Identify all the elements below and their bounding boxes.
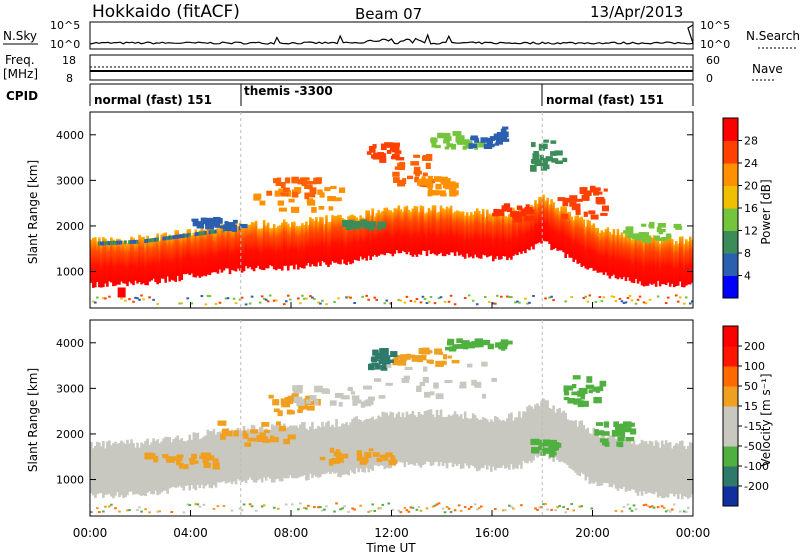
freq-unit: [MHz] bbox=[3, 67, 38, 81]
nsky-tick-top: 10^5 bbox=[50, 19, 80, 32]
velocity-ylabel: Slant Range [km] bbox=[26, 368, 40, 472]
velocity-colorbar-tick-label-1: 100 bbox=[744, 360, 765, 373]
date-title: 13/Apr/2013 bbox=[590, 3, 683, 21]
freq-label: Freq. bbox=[5, 53, 35, 67]
cpid-segment-1: normal (fast) 151 bbox=[94, 93, 212, 107]
power-ytick-label-1: 3000 bbox=[56, 174, 84, 187]
velocity-ytick-label-2: 2000 bbox=[56, 428, 84, 441]
velocity-colorbar-swatch-0 bbox=[723, 486, 738, 507]
power-colorbar-tick-label-3: 16 bbox=[744, 202, 758, 215]
power-colorbar-tick-label-2: 20 bbox=[744, 180, 758, 193]
time-axis: 00:00 04:00 08:00 12:00 16:00 20:00 00:00 bbox=[73, 112, 711, 540]
power-ytick-label-0: 4000 bbox=[56, 129, 84, 142]
velocity-ytick-label-1: 3000 bbox=[56, 382, 84, 395]
velocity-colorbar-tick-label-5: -50 bbox=[744, 440, 762, 453]
nave-label: Nave bbox=[752, 62, 783, 76]
nsearch-tick-top: 10^5 bbox=[700, 19, 730, 32]
cpid-label: CPID bbox=[6, 89, 38, 103]
xtick-label-3: 12:00 bbox=[374, 526, 409, 540]
velocity-colorbar-tick-label-6: -100 bbox=[744, 460, 769, 473]
velocity-colorbar-tick-label-0: 200 bbox=[744, 340, 765, 353]
velocity-colorbar-swatch-3 bbox=[723, 426, 738, 447]
power-colorbar: 28 24 20 16 12 8 4 bbox=[722, 117, 758, 299]
velocity-colorbar-tick-label-2: 50 bbox=[744, 380, 758, 393]
power-ylabel: Slant Range [km] bbox=[26, 160, 40, 264]
xtick-label-4: 16:00 bbox=[475, 526, 510, 540]
power-colorbar-swatch-7 bbox=[723, 118, 738, 141]
power-colorbar-tick-label-6: 4 bbox=[744, 270, 751, 283]
velocity-heatmap bbox=[90, 338, 693, 514]
xtick-label-1: 04:00 bbox=[173, 526, 208, 540]
nave-tick-top: 60 bbox=[706, 54, 720, 67]
velocity-colorbar-swatch-1 bbox=[723, 466, 738, 487]
nsky-tick-bottom: 10^0 bbox=[50, 38, 80, 51]
power-colorbar-label: Power [dB] bbox=[759, 179, 773, 244]
freq-tick-bottom: 8 bbox=[66, 72, 73, 85]
power-colorbar-swatch-3 bbox=[723, 208, 738, 231]
velocity-colorbar-label: Velocity [m s⁻¹] bbox=[759, 373, 773, 466]
velocity-colorbar-swatch-2 bbox=[723, 446, 738, 467]
velocity-panel: 4000 3000 2000 1000 Slant Range [km] bbox=[26, 319, 694, 517]
xaxis-label: Time UT bbox=[365, 541, 416, 554]
nsearch-label: N.Search bbox=[746, 29, 800, 43]
power-colorbar-swatch-5 bbox=[723, 163, 738, 186]
velocity-colorbar-swatch-5 bbox=[723, 386, 738, 407]
velocity-ytick-label-3: 1000 bbox=[56, 474, 84, 487]
cpid-segment-3: normal (fast) 151 bbox=[546, 93, 664, 107]
power-colorbar-swatch-1 bbox=[723, 253, 738, 276]
power-colorbar-tick-label-4: 12 bbox=[744, 225, 758, 238]
velocity-colorbar-tick-label-3: 15 bbox=[744, 400, 758, 413]
xtick-label-5: 20:00 bbox=[575, 526, 610, 540]
power-ytick-label-3: 1000 bbox=[56, 266, 84, 279]
velocity-colorbar-swatch-4 bbox=[723, 406, 738, 427]
velocity-colorbar-frame bbox=[722, 325, 739, 507]
velocity-colorbar-swatch-8 bbox=[723, 326, 738, 347]
cpid-segment-2: themis -3300 bbox=[244, 84, 333, 98]
velocity-colorbar: 200 100 50 15 -15 -50 -100 -200 bbox=[722, 325, 769, 507]
power-colorbar-tick-label-1: 24 bbox=[744, 157, 758, 170]
power-colorbar-swatch-4 bbox=[723, 185, 738, 209]
xtick-label-2: 08:00 bbox=[274, 526, 309, 540]
xtick-label-6: 00:00 bbox=[676, 526, 711, 540]
beam-title: Beam 07 bbox=[355, 5, 422, 23]
freq-tick-top: 18 bbox=[62, 54, 76, 67]
power-colorbar-tick-label-5: 8 bbox=[744, 247, 751, 260]
power-panel: 4000 3000 2000 1000 Slant Range [km] bbox=[26, 111, 694, 309]
station-title: Hokkaido (fitACF) bbox=[92, 2, 240, 22]
nave-tick-bottom: 0 bbox=[706, 72, 713, 85]
nsky-strip: N.Sky 10^5 10^0 10^5 10^0 N.Search bbox=[3, 19, 800, 51]
nsky-trace bbox=[89, 24, 694, 45]
power-heatmap bbox=[90, 126, 693, 306]
velocity-colorbar-tick-label-7: -200 bbox=[744, 480, 769, 493]
cpid-strip: CPID normal (fast) 151 themis -3300 norm… bbox=[6, 83, 694, 107]
nsky-label: N.Sky bbox=[3, 29, 37, 43]
power-colorbar-tick-label-0: 28 bbox=[744, 135, 758, 148]
velocity-colorbar-swatch-7 bbox=[723, 346, 738, 367]
power-colorbar-swatch-0 bbox=[723, 275, 738, 299]
velocity-ytick-label-0: 4000 bbox=[56, 337, 84, 350]
power-colorbar-swatch-6 bbox=[723, 140, 738, 164]
nsearch-tick-bottom: 10^0 bbox=[700, 38, 730, 51]
power-colorbar-swatch-2 bbox=[723, 230, 738, 254]
power-ytick-label-2: 2000 bbox=[56, 220, 84, 233]
velocity-colorbar-tick-label-4: -15 bbox=[744, 420, 762, 433]
freq-strip: Freq. [MHz] 18 8 60 0 Nave bbox=[3, 53, 783, 85]
xtick-label-0: 00:00 bbox=[73, 526, 108, 540]
velocity-colorbar-swatch-6 bbox=[723, 366, 738, 387]
